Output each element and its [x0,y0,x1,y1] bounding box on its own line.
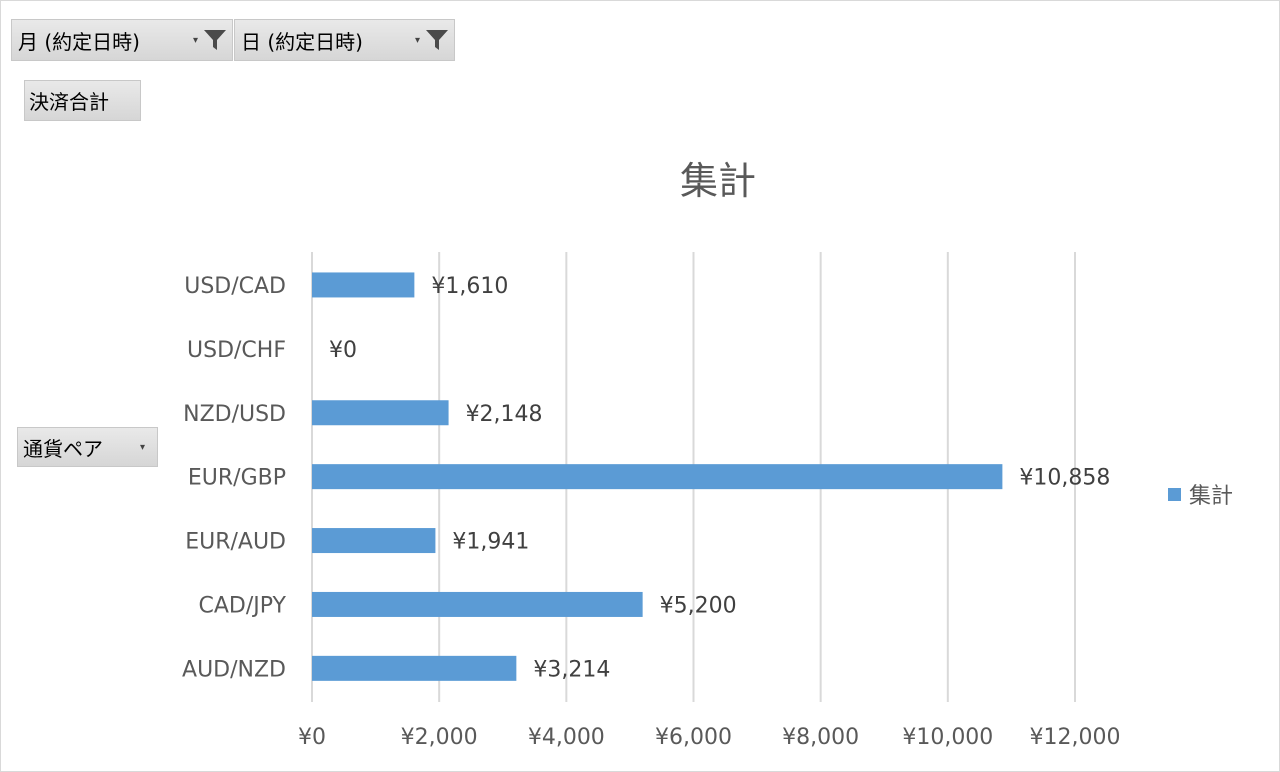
x-tick-label: ¥10,000 [902,725,993,750]
row-field-label: 通貨ペア [23,436,103,461]
x-tick-label: ¥6,000 [655,725,732,750]
data-label: ¥1,610 [431,274,508,299]
day-filter-button[interactable]: 日 (約定日時) ▾ [234,19,455,61]
value-field-button[interactable]: 決済合計 [24,80,141,121]
month-filter-button[interactable]: 月 (約定日時) ▾ [11,19,233,61]
category-label: NZD/USD [183,402,286,427]
category-label: EUR/GBP [188,466,286,491]
funnel-icon [204,30,226,50]
value-field-label: 決済合計 [29,90,109,114]
bars [312,272,1003,681]
dropdown-arrow-icon: ▾ [192,34,198,46]
bar [312,591,643,617]
category-label: EUR/AUD [185,530,286,555]
x-tick-label: ¥8,000 [782,725,859,750]
dropdown-arrow-icon: ▾ [139,441,145,453]
funnel-icon [426,30,448,50]
legend-swatch [1168,488,1181,501]
legend: 集計 [1168,484,1233,509]
legend-label: 集計 [1189,484,1233,509]
category-labels: USD/CAD USD/CHF NZD/USD EUR/GBP EUR/AUD CAD/J… [182,274,287,682]
category-label: CAD/JPY [199,593,287,618]
x-tick-labels: ¥0 ¥2,000 ¥4,000 ¥6,000 ¥8,000 ¥10,000 ¥12,000 [298,725,1120,750]
chart-title: 集計 [680,159,756,203]
bar [312,528,436,554]
bar [312,272,415,298]
data-label: ¥5,200 [660,593,737,618]
bar [312,655,517,681]
dropdown-arrow-icon: ▾ [414,34,420,46]
x-tick-label: ¥0 [298,725,326,750]
day-filter-label: 日 (約定日時) [241,29,363,54]
category-label: AUD/NZD [182,657,286,682]
x-tick-label: ¥12,000 [1030,725,1121,750]
data-label: ¥10,858 [1019,466,1110,491]
data-label: ¥2,148 [466,402,543,427]
bar [312,400,449,426]
x-tick-label: ¥4,000 [528,725,605,750]
data-label: ¥0 [329,338,357,363]
bar [312,464,1003,490]
month-filter-label: 月 (約定日時) [18,29,140,54]
data-labels: ¥1,610 ¥0 ¥2,148 ¥10,858 ¥1,941 ¥5,200 ¥3,214 [329,274,1110,682]
x-tick-label: ¥2,000 [401,725,478,750]
data-label: ¥1,941 [452,530,529,555]
category-label: USD/CAD [184,274,286,299]
data-label: ¥3,214 [533,657,610,682]
category-label: USD/CHF [187,338,286,363]
row-field-button[interactable]: 通貨ペア ▾ [17,427,158,467]
